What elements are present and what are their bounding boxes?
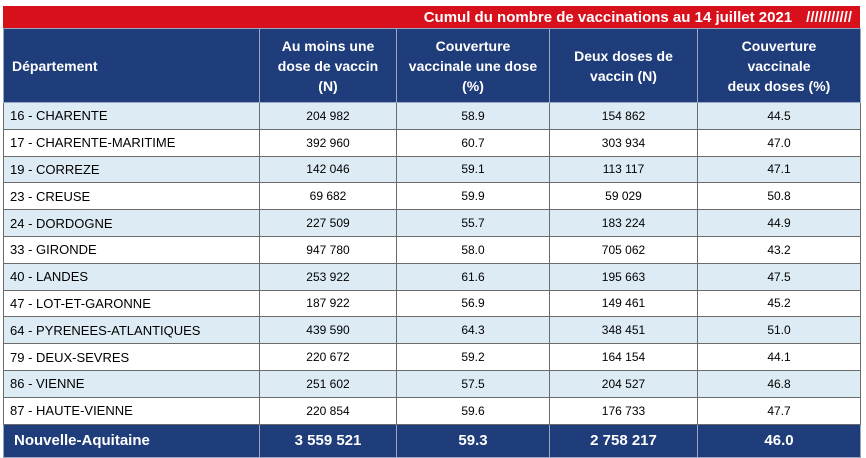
table-row: 17 - CHARENTE-MARITIME 392 960 60.7 303 934… (3, 128, 861, 157)
table-row: 64 - PYRENEES-ATLANTIQUES 439 590 64.3 348 … (3, 316, 861, 345)
cell-two-doses: 183 224 (549, 209, 698, 237)
cell-two-doses: 303 934 (549, 128, 698, 157)
table-row: 23 - CREUSE 69 682 59.9 59 029 50.8 (3, 182, 861, 211)
total-coverage-two-doses: 46.0 (697, 423, 861, 458)
cell-department: 64 - PYRENEES-ATLANTIQUES (3, 316, 260, 345)
cell-two-doses: 195 663 (549, 262, 698, 291)
total-one-dose: 3 559 521 (259, 423, 397, 458)
cell-one-dose: 253 922 (259, 262, 397, 291)
cell-coverage-two-doses: 47.1 (697, 155, 861, 184)
cell-department: 87 - HAUTE-VIENNE (3, 396, 260, 425)
cell-one-dose: 227 509 (259, 209, 397, 237)
cell-coverage-two-doses: 45.2 (697, 289, 861, 318)
cell-coverage-two-doses: 46.8 (697, 369, 861, 398)
header-two-doses: Deux doses de vaccin (N) (549, 28, 698, 103)
vaccination-table: Département Au moins une dose de vaccin (N… (3, 28, 861, 458)
table-title-bar: Cumul du nombre de vaccinations au 14 ju… (3, 6, 860, 28)
title-decoration: /////////// (806, 8, 852, 26)
cell-department: 17 - CHARENTE-MARITIME (3, 128, 260, 157)
cell-one-dose: 251 602 (259, 369, 397, 398)
cell-two-doses: 348 451 (549, 316, 698, 345)
cell-two-doses: 705 062 (549, 235, 698, 264)
cell-one-dose: 142 046 (259, 155, 397, 184)
table-row: 79 - DEUX-SEVRES 220 672 59.2 164 154 44.1 (3, 343, 861, 371)
cell-coverage-one-dose: 58.9 (396, 102, 550, 130)
cell-one-dose: 947 780 (259, 235, 397, 264)
cell-department: 86 - VIENNE (3, 369, 260, 398)
cell-two-doses: 204 527 (549, 369, 698, 398)
header-department: Département (3, 28, 260, 103)
cell-department: 79 - DEUX-SEVRES (3, 343, 260, 371)
table-row: 86 - VIENNE 251 602 57.5 204 527 46.8 (3, 369, 861, 398)
cell-department: 47 - LOT-ET-GARONNE (3, 289, 260, 318)
cell-department: 16 - CHARENTE (3, 102, 260, 130)
cell-coverage-one-dose: 59.6 (396, 396, 550, 425)
cell-coverage-two-doses: 47.0 (697, 128, 861, 157)
cell-coverage-two-doses: 51.0 (697, 316, 861, 345)
cell-coverage-two-doses: 44.9 (697, 209, 861, 237)
cell-coverage-two-doses: 47.7 (697, 396, 861, 425)
cell-department: 40 - LANDES (3, 262, 260, 291)
cell-two-doses: 176 733 (549, 396, 698, 425)
cell-coverage-one-dose: 59.1 (396, 155, 550, 184)
total-department: Nouvelle-Aquitaine (3, 423, 260, 458)
total-two-doses: 2 758 217 (549, 423, 698, 458)
cell-one-dose: 204 982 (259, 102, 397, 130)
table-row: 47 - LOT-ET-GARONNE 187 922 56.9 149 461 45.… (3, 289, 861, 318)
cell-coverage-one-dose: 56.9 (396, 289, 550, 318)
cell-department: 24 - DORDOGNE (3, 209, 260, 237)
cell-one-dose: 69 682 (259, 182, 397, 211)
table-row: 33 - GIRONDE 947 780 58.0 705 062 43.2 (3, 235, 861, 264)
cell-coverage-one-dose: 64.3 (396, 316, 550, 345)
cell-one-dose: 439 590 (259, 316, 397, 345)
table-row: 19 - CORREZE 142 046 59.1 113 117 47.1 (3, 155, 861, 184)
cell-coverage-two-doses: 44.5 (697, 102, 861, 130)
cell-department: 33 - GIRONDE (3, 235, 260, 264)
header-one-dose: Au moins une dose de vaccin (N) (259, 28, 397, 103)
cell-department: 19 - CORREZE (3, 155, 260, 184)
cell-two-doses: 59 029 (549, 182, 698, 211)
total-row: Nouvelle-Aquitaine 3 559 521 59.3 2 758 … (3, 423, 861, 458)
header-row: Département Au moins une dose de vaccin (N… (3, 28, 861, 103)
cell-one-dose: 220 854 (259, 396, 397, 425)
cell-coverage-one-dose: 55.7 (396, 209, 550, 237)
header-coverage-one-dose: Couverture vaccinale une dose (%) (396, 28, 550, 103)
table-title: Cumul du nombre de vaccinations au 14 ju… (423, 8, 793, 26)
cell-two-doses: 149 461 (549, 289, 698, 318)
cell-coverage-one-dose: 59.9 (396, 182, 550, 211)
table-row: 40 - LANDES 253 922 61.6 195 663 47.5 (3, 262, 861, 291)
vaccination-table-container: Cumul du nombre de vaccinations au 14 ju… (3, 6, 861, 458)
cell-one-dose: 187 922 (259, 289, 397, 318)
cell-coverage-one-dose: 60.7 (396, 128, 550, 157)
cell-coverage-one-dose: 61.6 (396, 262, 550, 291)
cell-coverage-one-dose: 58.0 (396, 235, 550, 264)
table-row: 16 - CHARENTE 204 982 58.9 154 862 44.5 (3, 102, 861, 130)
cell-coverage-two-doses: 43.2 (697, 235, 861, 264)
total-coverage-one-dose: 59.3 (396, 423, 550, 458)
cell-two-doses: 154 862 (549, 102, 698, 130)
cell-two-doses: 113 117 (549, 155, 698, 184)
cell-coverage-two-doses: 47.5 (697, 262, 861, 291)
table-row: 87 - HAUTE-VIENNE 220 854 59.6 176 733 47.7 (3, 396, 861, 425)
cell-two-doses: 164 154 (549, 343, 698, 371)
header-coverage-two-doses: Couverture vaccinale deux doses (%) (697, 28, 861, 103)
cell-one-dose: 220 672 (259, 343, 397, 371)
cell-coverage-one-dose: 59.2 (396, 343, 550, 371)
cell-coverage-two-doses: 50.8 (697, 182, 861, 211)
cell-coverage-one-dose: 57.5 (396, 369, 550, 398)
cell-coverage-two-doses: 44.1 (697, 343, 861, 371)
table-row: 24 - DORDOGNE 227 509 55.7 183 224 44.9 (3, 209, 861, 237)
cell-department: 23 - CREUSE (3, 182, 260, 211)
cell-one-dose: 392 960 (259, 128, 397, 157)
